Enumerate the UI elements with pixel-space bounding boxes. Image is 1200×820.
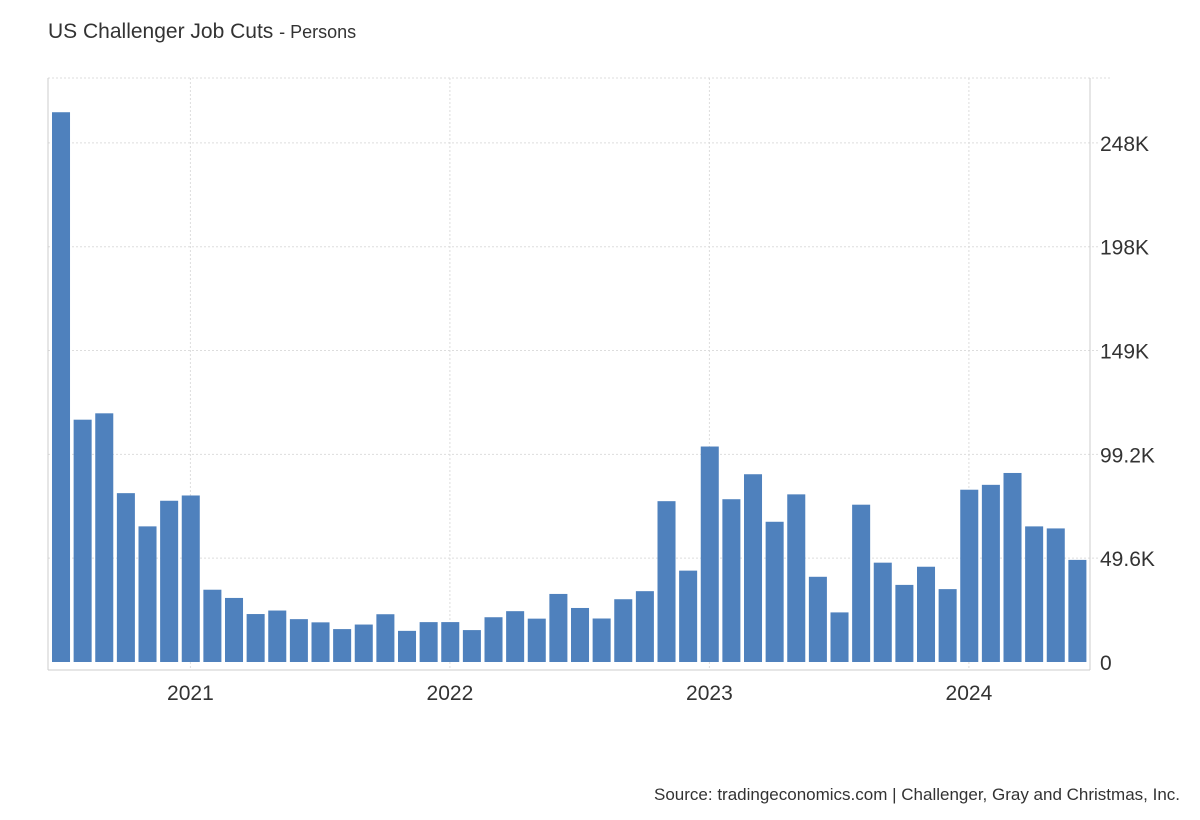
bar [1003, 472, 1022, 662]
bar [765, 521, 784, 662]
x-tick-label: 2022 [427, 682, 474, 705]
bar [116, 493, 135, 662]
bar [1068, 559, 1087, 662]
bar [95, 413, 114, 662]
bar [462, 630, 481, 662]
y-tick-label: 99.2K [1100, 444, 1155, 467]
bar [268, 610, 287, 662]
bar [181, 495, 200, 662]
bar [722, 499, 741, 662]
bar [830, 612, 849, 662]
bar [354, 624, 373, 662]
bar [419, 622, 438, 662]
bar [333, 629, 352, 662]
y-tick-label: 198K [1100, 237, 1149, 260]
bar [873, 562, 892, 662]
bar [895, 584, 914, 662]
bar [484, 617, 503, 662]
bar [376, 614, 395, 662]
bar [808, 576, 827, 662]
y-tick-label: 248K [1100, 133, 1149, 156]
bar [635, 591, 654, 662]
bar [246, 614, 265, 662]
bar [160, 500, 179, 662]
bar [917, 566, 936, 662]
bar [1046, 528, 1065, 662]
x-tick-label: 2023 [686, 682, 733, 705]
title-text: US Challenger Job Cuts [48, 20, 274, 43]
bar [398, 630, 417, 662]
bar [657, 501, 676, 662]
bar [225, 597, 244, 662]
bar [614, 599, 633, 662]
bar [1025, 526, 1044, 662]
y-tick-label: 149K [1100, 341, 1149, 364]
y-tick-label: 49.6K [1100, 548, 1155, 571]
bar [506, 611, 525, 662]
chart-subtitle: - Persons [279, 22, 357, 42]
bar [592, 618, 611, 662]
bar [744, 474, 763, 662]
x-tick-label: 2021 [167, 682, 214, 705]
bar [289, 619, 308, 662]
bar [960, 489, 979, 662]
bar [311, 622, 330, 662]
source-note: Source: tradingeconomics.com | Challenge… [654, 785, 1180, 804]
bar [441, 622, 460, 662]
bar [52, 112, 71, 662]
bar [700, 446, 719, 662]
bar [938, 589, 957, 662]
bar [203, 589, 222, 662]
bar [787, 494, 806, 662]
y-tick-label: 0 [1100, 652, 1112, 675]
bar [679, 570, 698, 662]
bar [138, 526, 157, 662]
bar [571, 607, 590, 662]
bar [527, 618, 546, 662]
x-tick-label: 2024 [946, 682, 993, 705]
bar [73, 419, 92, 662]
bar [852, 504, 871, 662]
chart-title: US Challenger Job Cuts - Persons [48, 20, 356, 44]
bar [981, 484, 1000, 662]
bar [549, 593, 568, 662]
